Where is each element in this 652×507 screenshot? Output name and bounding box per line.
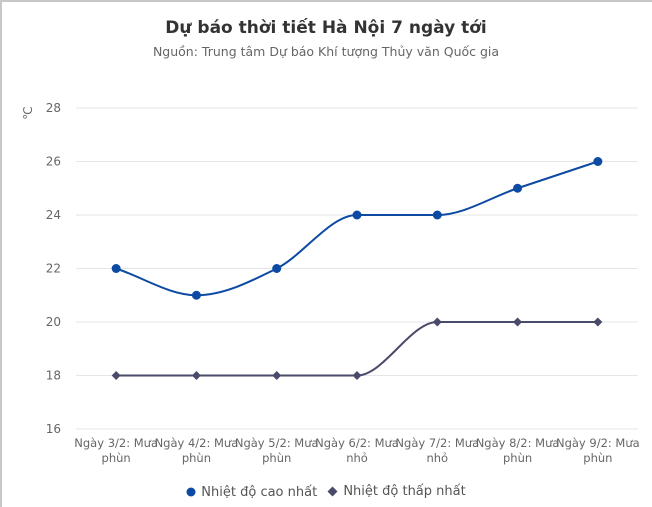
data-point-marker[interactable] — [432, 317, 442, 327]
y-tick-label: 20 — [46, 315, 61, 329]
y-tick-label: 16 — [46, 422, 61, 436]
legend-label-low: Nhiệt độ thấp nhất — [343, 484, 466, 499]
data-point-marker[interactable] — [111, 264, 121, 273]
y-tick-label: 26 — [46, 155, 61, 169]
data-point-marker[interactable] — [191, 371, 201, 380]
circle-marker-icon — [186, 487, 196, 497]
x-tick-label: Ngày 4/2: Mưa phùn — [155, 436, 239, 465]
series-high-temp — [111, 157, 603, 300]
diamond-marker-icon — [327, 486, 338, 497]
y-tick-label: 24 — [46, 208, 61, 222]
data-point-marker[interactable] — [513, 183, 523, 193]
chart-subtitle: Nguồn: Trung tâm Dự báo Khí tượng Thủy v… — [152, 44, 500, 59]
y-axis-ticks: 16 18 20 22 24 26 28 — [46, 101, 61, 436]
x-tick-label: Ngày 6/2: Mưa nhỏ — [315, 436, 399, 465]
data-point-marker[interactable] — [272, 264, 282, 273]
data-point-marker[interactable] — [352, 210, 362, 220]
x-tick-label: Ngày 5/2: Mưa phùn — [235, 436, 319, 465]
y-tick-label: 18 — [46, 369, 61, 383]
data-point-marker[interactable] — [432, 210, 442, 220]
data-point-marker[interactable] — [593, 317, 603, 327]
chart-title: Dự báo thời tiết Hà Nội 7 ngày tới — [165, 18, 487, 38]
data-point-marker[interactable] — [352, 371, 362, 380]
y-axis-unit: ℃ — [21, 106, 35, 119]
x-tick-label: Ngày 7/2: Mưa nhỏ — [395, 436, 479, 465]
data-point-marker[interactable] — [593, 157, 603, 166]
data-point-marker[interactable] — [513, 317, 523, 327]
series-line — [116, 320, 598, 377]
legend-label-high: Nhiệt độ cao nhất — [201, 484, 318, 500]
x-tick-label: Ngày 3/2: Mưa phùn — [74, 436, 158, 465]
data-point-marker[interactable] — [191, 290, 201, 300]
x-tick-label: Ngày 9/2: Mưa phùn — [556, 436, 640, 465]
legend-item-high[interactable]: Nhiệt độ cao nhất — [186, 485, 317, 500]
series-group — [111, 157, 603, 380]
legend: Nhiệt độ cao nhất Nhiệt độ thấp nhất — [0, 484, 652, 501]
y-tick-label: 22 — [46, 262, 61, 276]
gridlines — [76, 107, 638, 430]
legend-item-low[interactable]: Nhiệt độ thấp nhất — [327, 484, 466, 499]
series-line — [115, 160, 599, 297]
x-tick-label: Ngày 8/2: Mưa phùn — [476, 436, 560, 465]
y-tick-label: 28 — [46, 101, 61, 115]
series-low-temp — [111, 317, 603, 380]
data-point-marker[interactable] — [111, 371, 121, 380]
data-point-marker[interactable] — [272, 371, 282, 380]
